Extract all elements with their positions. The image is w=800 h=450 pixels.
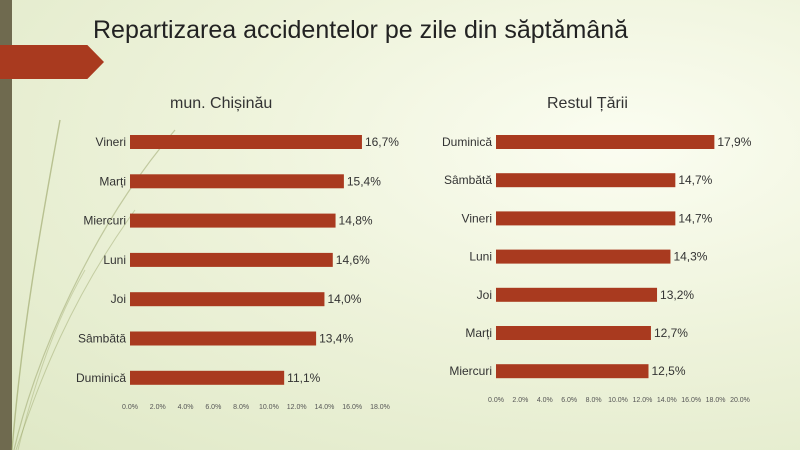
restul-data-label: 14,7%: [678, 173, 712, 187]
chisinau-tick-label: 0.0%: [122, 404, 138, 411]
restul-category-label: Luni: [469, 250, 492, 264]
restul-category-label: Miercuri: [449, 364, 492, 378]
chisinau-category-label: Duminică: [76, 371, 126, 385]
restul-category-label: Marți: [465, 326, 492, 340]
chisinau-data-label: 14,6%: [336, 253, 370, 267]
chisinau-bar: [130, 135, 362, 149]
restul-tick-label: 6.0%: [561, 397, 577, 404]
restul-tick-label: 10.0%: [608, 397, 628, 404]
restul-data-label: 14,3%: [673, 250, 707, 264]
restul-tick-label: 16.0%: [681, 397, 701, 404]
chisinau-data-label: 13,4%: [319, 332, 353, 346]
restul-data-label: 14,7%: [678, 211, 712, 225]
restul-bar: [496, 364, 649, 379]
restul-data-label: 13,2%: [660, 288, 694, 302]
restul-bar: [496, 326, 651, 340]
restul-tick-label: 2.0%: [512, 397, 528, 404]
chisinau-bar: [130, 370, 285, 385]
chisinau-category-label: Vineri: [96, 135, 126, 149]
slide-sidebar: [0, 0, 12, 450]
restul-bar: [496, 249, 671, 264]
chisinau-data-label: 14,8%: [339, 214, 373, 228]
chisinau-category-label: Marți: [99, 174, 126, 188]
chisinau-tick-label: 6.0%: [205, 404, 221, 411]
chart-title-restul-tarii: Restul Țării: [547, 95, 628, 112]
restul-category-label: Duminică: [442, 135, 492, 149]
chart-title-chisinau: mun. Chișinău: [170, 95, 273, 112]
restul-bar: [496, 287, 658, 302]
chisinau-bar: [130, 213, 336, 228]
chisinau-tick-label: 16.0%: [342, 404, 362, 411]
restul-data-label: 17,9%: [717, 135, 751, 149]
chisinau-category-label: Miercuri: [83, 214, 126, 228]
restul-tick-label: 14.0%: [657, 397, 677, 404]
chisinau-tick-label: 2.0%: [150, 404, 166, 411]
chisinau-bar: [130, 331, 317, 346]
restul-tick-label: 0.0%: [488, 397, 504, 404]
slide-title: Repartizarea accidentelor pe zile din să…: [93, 16, 629, 44]
restul-bar: [496, 135, 715, 149]
restul-data-label: 12,7%: [654, 326, 688, 340]
restul-category-label: Vineri: [462, 211, 492, 225]
chisinau-bar: [130, 174, 344, 189]
restul-tick-label: 20.0%: [730, 397, 750, 404]
restul-data-label: 12,5%: [652, 364, 686, 378]
restul-bar: [496, 211, 676, 226]
chisinau-data-label: 14,0%: [327, 292, 361, 306]
restul-tick-label: 18.0%: [706, 397, 726, 404]
restul-bar: [496, 173, 676, 188]
restul-tick-label: 4.0%: [537, 397, 553, 404]
chisinau-tick-label: 4.0%: [178, 404, 194, 411]
chisinau-data-label: 11,1%: [287, 371, 320, 385]
chisinau-category-label: Joi: [111, 292, 126, 306]
chisinau-tick-label: 12.0%: [287, 404, 307, 411]
chisinau-bar: [130, 292, 325, 307]
restul-tick-label: 12.0%: [632, 397, 652, 404]
chisinau-data-label: 16,7%: [365, 135, 399, 149]
chisinau-bar: [130, 252, 333, 267]
restul-category-label: Joi: [477, 288, 492, 302]
chisinau-category-label: Luni: [103, 253, 126, 267]
chisinau-data-label: 15,4%: [347, 174, 381, 188]
chisinau-tick-label: 14.0%: [315, 404, 335, 411]
chisinau-category-label: Sâmbătă: [78, 332, 126, 346]
title-accent-band: [0, 45, 104, 79]
chisinau-tick-label: 10.0%: [259, 404, 279, 411]
chisinau-tick-label: 8.0%: [233, 404, 249, 411]
restul-tick-label: 8.0%: [586, 397, 602, 404]
restul-category-label: Sâmbătă: [444, 173, 492, 187]
chisinau-tick-label: 18.0%: [370, 404, 390, 411]
